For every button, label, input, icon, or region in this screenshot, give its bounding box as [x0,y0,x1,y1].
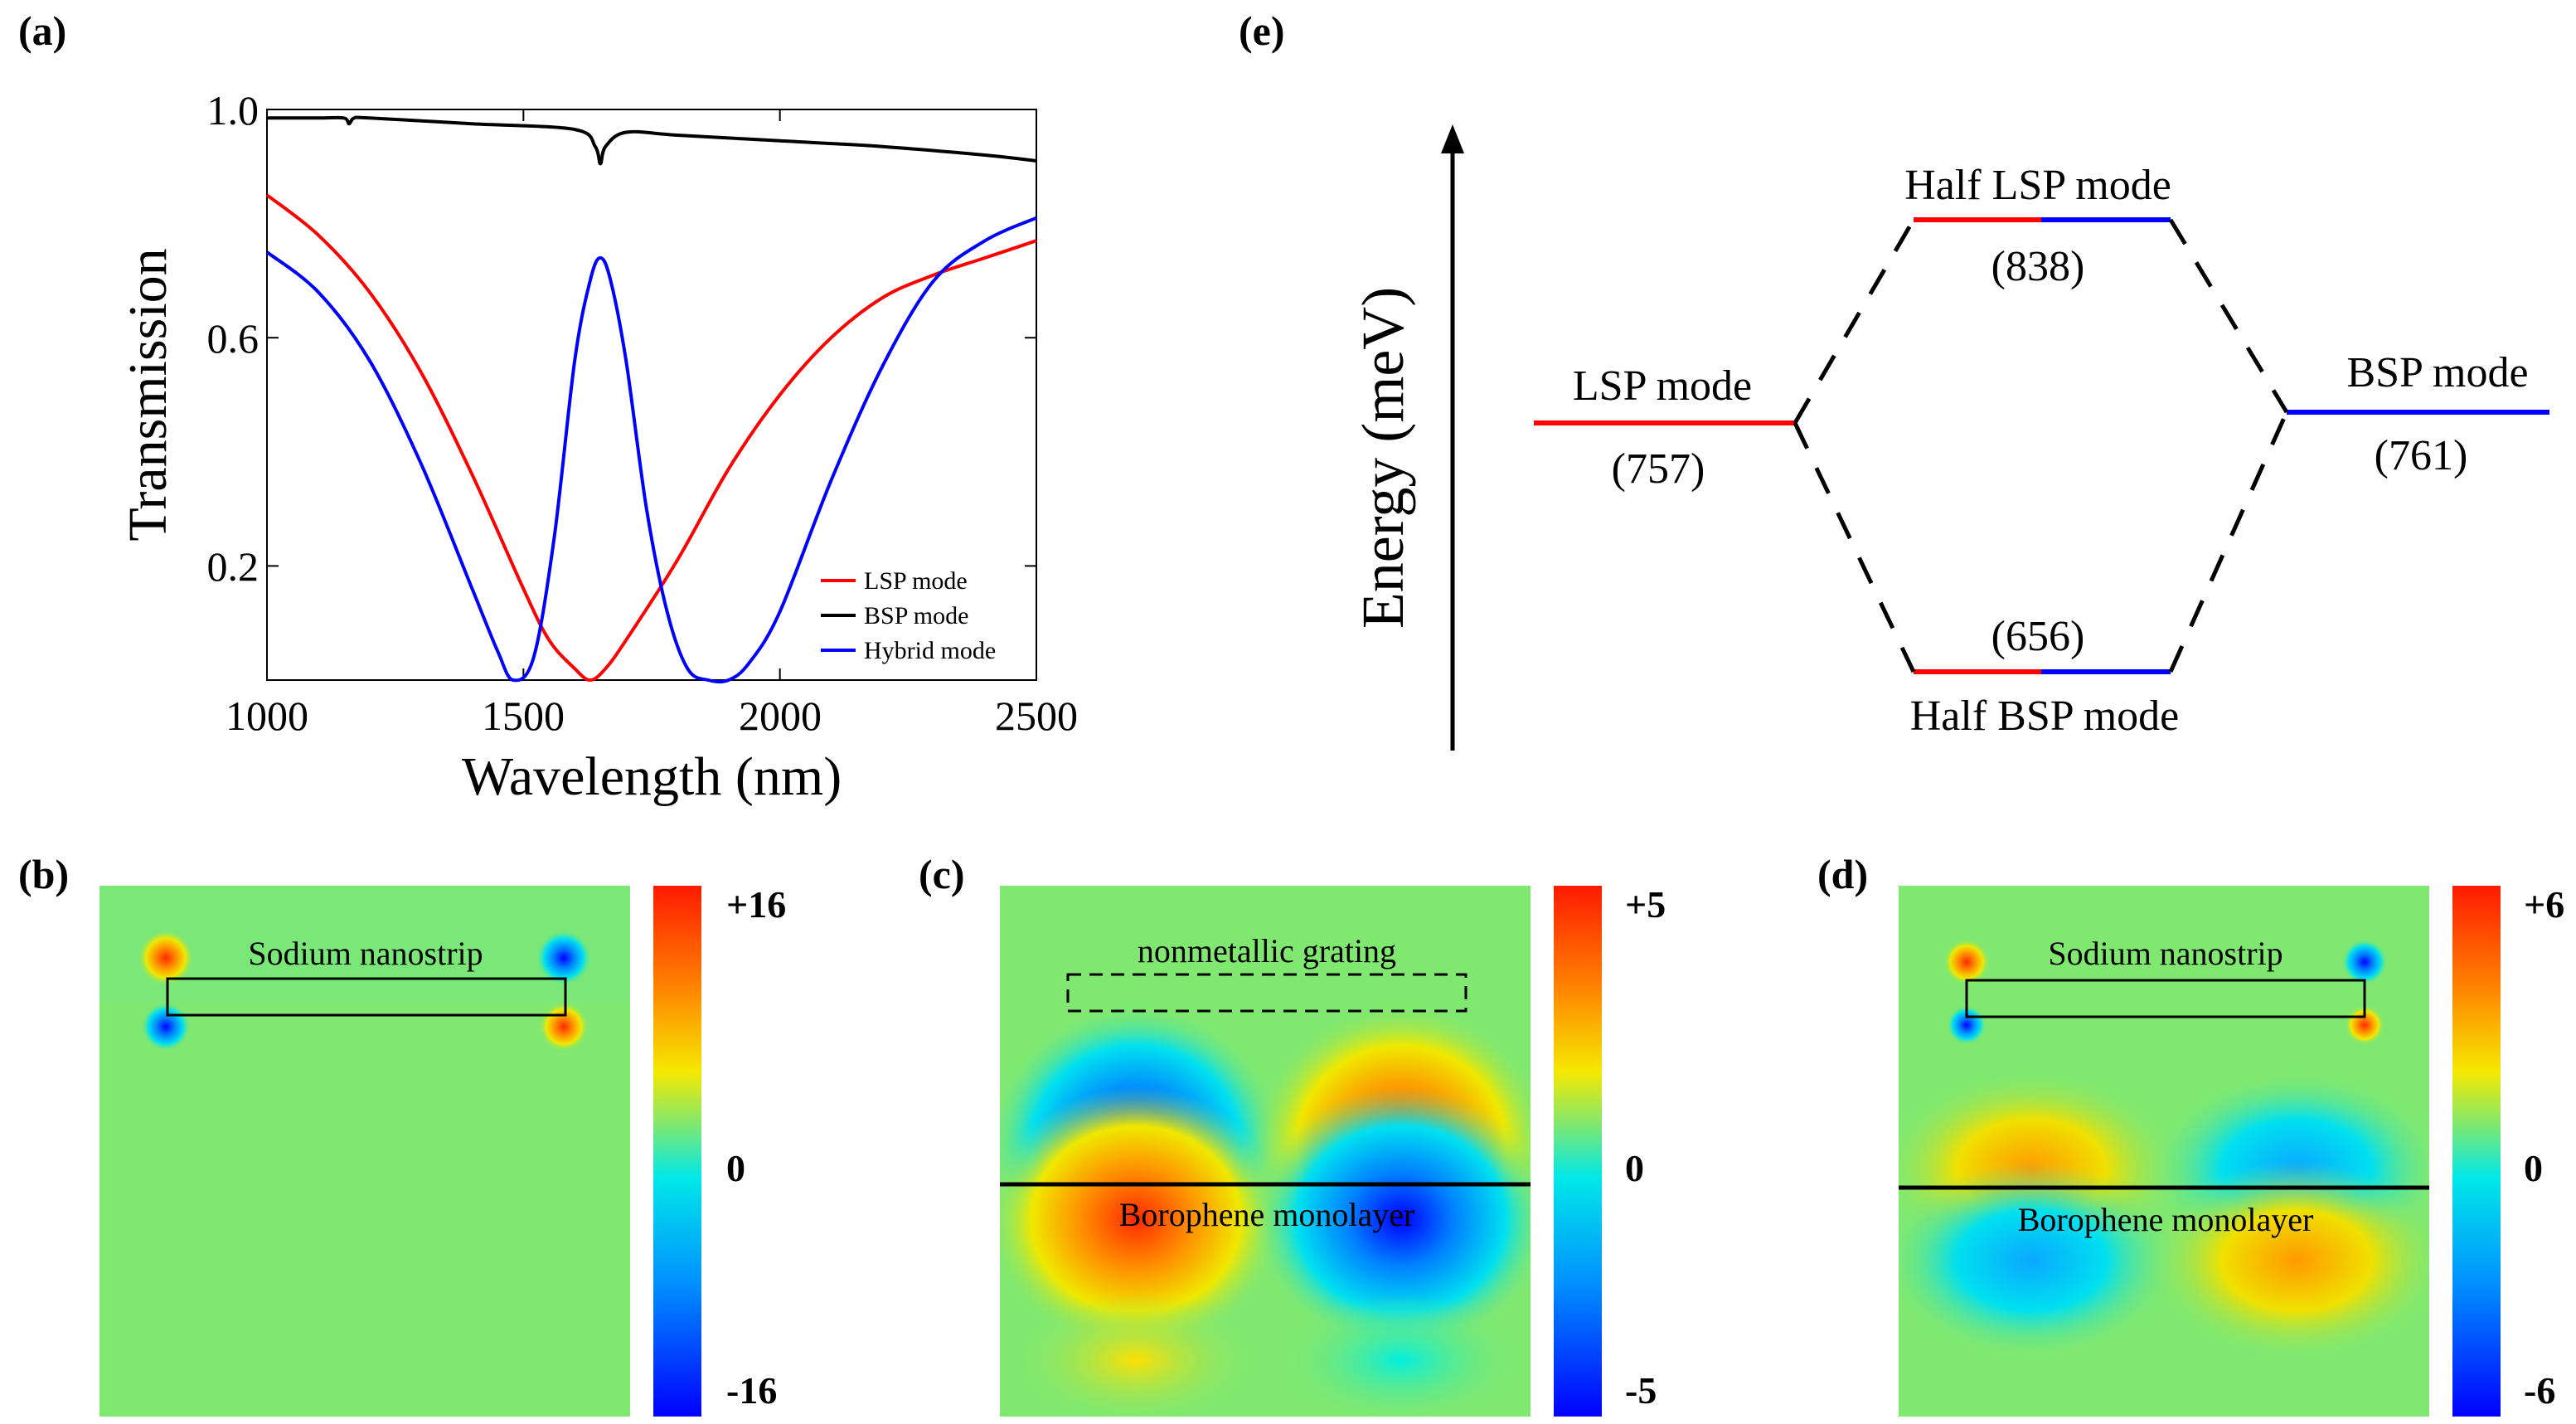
colorbar-mid-b: 0 [726,1147,745,1189]
legend-label-hybrid: Hybrid mode [864,637,996,664]
y-tick-label-0.6: 0.6 [207,315,260,362]
label-half-bsp-mode: Half BSP mode [1910,693,2180,740]
nanostrip-outline-b [166,977,567,1017]
label-bsp-mode: BSP mode [2346,349,2528,396]
label-half-lsp-mode: Half LSP mode [1904,162,2171,209]
value-lsp-mode: (757) [1612,445,1705,493]
x-tick-label-2000: 2000 [739,693,822,739]
legend-label-lsp: LSP mode [864,567,968,595]
x-tick-label-1000: 1000 [226,693,308,739]
panel-label-d: (d) [1817,851,1869,897]
colorbar-min-c: -5 [1625,1369,1657,1412]
x-axis-label: Wavelength (nm) [462,746,842,807]
connector-halfbsp-bsp [2168,411,2289,673]
plot-frame-a [266,109,1037,681]
label-lsp-mode: LSP mode [1573,362,1752,410]
diagram-e: Energy (meV) LSP mode (757) BSP mode (76… [1350,124,2549,751]
connector-halflsp-bsp [2168,218,2289,414]
heatmap-d: Sodium nanostrip Borophene monolayer +6 … [1899,883,2564,1417]
y-axis-label: Transmission [118,248,178,541]
panel-label-a: (a) [18,7,67,54]
colorbar-c [1554,886,1602,1417]
energy-axis-label: Energy (meV) [1350,287,1416,629]
heatmap-c: nonmetallic grating Borophene monolayer … [1000,883,1666,1417]
colorbar-max-b: +16 [726,883,786,926]
grating-outline-c [1066,973,1467,1013]
colorbar-min-b: -16 [726,1369,777,1412]
annotation-borophene-d: Borophene monolayer [2018,1201,2314,1238]
panel-label-e: (e) [1239,7,1285,54]
y-tick-label-1.0: 1.0 [207,87,260,134]
arrow-head-icon [1441,124,1464,153]
heatmap-b: Sodium nanostrip +16 0 -16 [99,883,786,1417]
colorbar-min-d: -6 [2524,1369,2555,1412]
connector-lsp-halflsp [1793,218,1916,425]
annotation-sodium-nanostrip-d: Sodium nanostrip [2048,935,2283,972]
x-tick-label-2500: 2500 [995,693,1078,739]
legend-label-bsp: BSP mode [864,602,968,629]
colorbar-max-c: +5 [1625,883,1666,926]
colorbar-mid-d: 0 [2524,1147,2543,1189]
annotation-sodium-nanostrip-b: Sodium nanostrip [248,935,483,972]
x-tick-label-1500: 1500 [482,693,565,739]
nanostrip-outline-d [1965,979,2366,1018]
dashed-connectors [1793,218,2289,673]
value-bsp-mode: (761) [2375,432,2468,479]
series-group-a [265,115,1037,684]
legend-a: LSP mode BSP mode Hybrid mode [821,567,996,664]
connector-lsp-halfbsp [1793,421,1916,673]
series-line-lsp-mode [265,193,1037,683]
value-half-lsp-mode: (838) [1991,243,2085,290]
series-line-hybrid-mode [265,216,1037,684]
colorbar-mid-c: 0 [1625,1147,1644,1189]
colorbar-b [653,886,701,1417]
panel-label-b: (b) [18,851,70,897]
annotation-borophene-c: Borophene monolayer [1119,1196,1415,1233]
colorbar-d [2452,886,2501,1417]
y-tick-label-0.2: 0.2 [207,543,260,590]
chart-a: 1000 1500 2000 2500 0.2 0.6 1.0 Waveleng… [118,87,1078,807]
series-line-bsp-mode [266,115,1037,166]
panel-label-c: (c) [919,851,965,897]
annotation-nonmetallic-grating: nonmetallic grating [1138,932,1396,970]
value-half-bsp-mode: (656) [1991,613,2085,660]
colorbar-max-d: +6 [2524,883,2564,926]
